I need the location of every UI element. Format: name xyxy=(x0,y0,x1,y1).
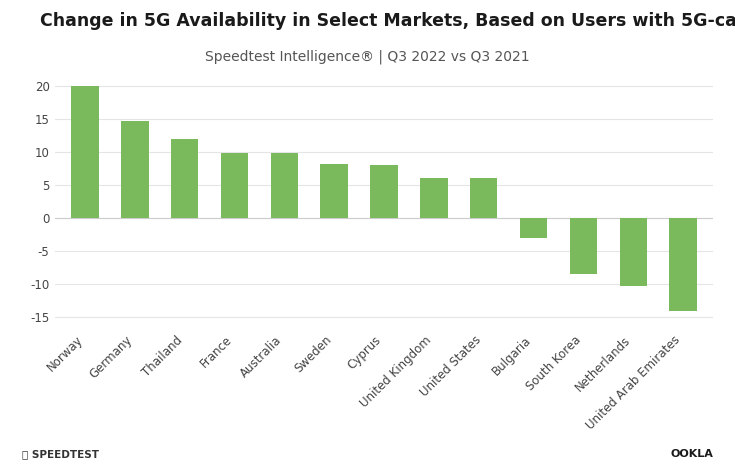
Text: OOKLA: OOKLA xyxy=(670,449,713,459)
Bar xyxy=(370,165,398,218)
Bar xyxy=(620,218,647,287)
Bar xyxy=(670,218,697,311)
Bar xyxy=(420,178,448,218)
Bar xyxy=(570,218,597,274)
Bar xyxy=(270,153,298,218)
Text: ⓘ SPEEDTEST: ⓘ SPEEDTEST xyxy=(22,449,99,459)
Bar xyxy=(470,178,498,218)
Bar xyxy=(220,153,248,218)
Bar xyxy=(71,86,98,218)
Bar xyxy=(121,121,148,218)
Bar xyxy=(320,164,348,218)
Text: Speedtest Intelligence® | Q3 2022 vs Q3 2021: Speedtest Intelligence® | Q3 2022 vs Q3 … xyxy=(205,49,530,64)
Text: Change in 5G Availability in Select Markets, Based on Users with 5G-capable Hand: Change in 5G Availability in Select Mark… xyxy=(40,12,735,30)
Bar xyxy=(171,139,198,218)
Bar xyxy=(520,218,548,238)
